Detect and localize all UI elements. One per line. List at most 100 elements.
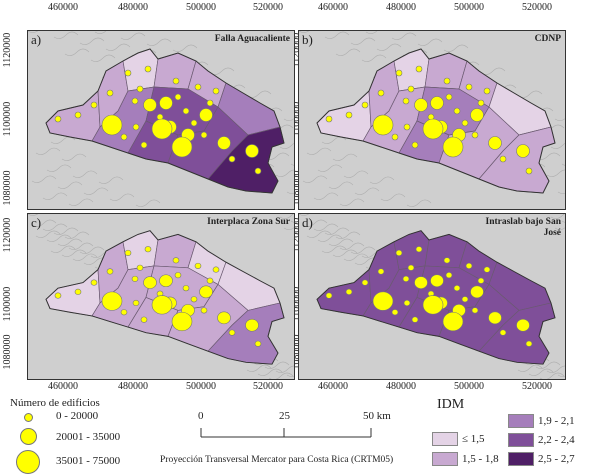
building-count-point xyxy=(106,89,114,97)
building-count-point xyxy=(411,141,419,149)
building-count-point xyxy=(159,274,173,288)
idm-swatch-5 xyxy=(508,452,534,466)
building-count-point xyxy=(159,96,173,110)
building-count-point xyxy=(172,77,180,85)
building-count-point xyxy=(372,114,394,136)
building-count-point xyxy=(254,167,262,175)
building-count-point xyxy=(465,83,473,91)
building-count-point xyxy=(488,136,502,150)
legend-buildings-item-3: 35001 - 75000 xyxy=(56,455,121,467)
building-count-point xyxy=(415,246,423,253)
legend-circle-large xyxy=(16,450,40,474)
building-count-point xyxy=(174,272,182,279)
building-count-point xyxy=(217,136,231,150)
building-count-point xyxy=(136,264,144,271)
x-tick-bottom-2: 480000 xyxy=(118,381,148,392)
x-tick-bottom-6: 480000 xyxy=(386,381,416,392)
building-count-point xyxy=(194,83,202,91)
building-count-point xyxy=(212,266,220,273)
building-count-point xyxy=(395,69,403,77)
building-count-point xyxy=(325,292,333,299)
building-count-point xyxy=(499,155,507,163)
building-count-point xyxy=(461,296,469,303)
building-count-point xyxy=(124,249,132,256)
panel-label-d: d) xyxy=(302,215,313,230)
x-tick-top-7: 500000 xyxy=(454,2,484,13)
building-count-point xyxy=(325,115,333,123)
panel-label-c: c) xyxy=(31,215,42,230)
building-count-point xyxy=(143,276,157,289)
building-count-point xyxy=(361,101,369,109)
building-count-point xyxy=(488,311,502,325)
building-count-point xyxy=(483,87,491,95)
building-count-point xyxy=(132,299,140,307)
map-panel-c: c) Interplaca Zona Sur xyxy=(27,213,295,380)
building-count-point xyxy=(453,285,461,292)
building-count-point xyxy=(144,65,152,73)
panel-title-b: CDNP xyxy=(534,34,561,44)
building-count-point xyxy=(194,262,202,269)
building-count-point xyxy=(101,114,123,136)
building-count-point xyxy=(136,85,144,93)
building-count-point xyxy=(442,311,464,332)
idm-swatch-3 xyxy=(508,414,534,428)
scalebar-label-50: 50 km xyxy=(363,410,391,422)
projection-note: Proyección Transversal Mercator para Cos… xyxy=(160,455,394,465)
building-count-point xyxy=(415,65,423,73)
building-count-point xyxy=(345,111,353,119)
map-panel-d-svg xyxy=(299,214,565,379)
x-tick-top-2: 480000 xyxy=(118,2,148,13)
building-count-point xyxy=(245,318,259,332)
building-count-point xyxy=(345,288,353,295)
study-area-outline xyxy=(316,48,556,194)
building-count-point xyxy=(477,277,485,284)
building-count-point xyxy=(120,133,128,141)
building-count-point xyxy=(414,276,428,289)
building-count-point xyxy=(411,316,419,323)
panel-label-a: a) xyxy=(31,32,42,47)
building-count-point xyxy=(171,136,193,158)
building-count-point xyxy=(525,340,533,347)
idm-label-5: 2,5 - 2,7 xyxy=(538,453,575,465)
building-count-point xyxy=(101,291,123,311)
study-area-outline xyxy=(45,230,285,365)
panel-title-a: Falla Aguacaliente xyxy=(214,34,290,44)
building-count-point xyxy=(151,118,173,140)
building-count-point xyxy=(422,118,444,140)
legend-circle-small xyxy=(24,413,33,422)
building-count-point xyxy=(174,93,182,101)
panel-title-d: Intraslab bajo San José xyxy=(485,217,562,238)
building-count-point xyxy=(443,257,451,264)
study-area-outline xyxy=(316,230,556,365)
building-count-point xyxy=(430,96,444,110)
idm-label-3: 1,9 - 2,1 xyxy=(538,415,575,427)
y-tick-top-2: 1100000 xyxy=(2,101,13,137)
building-count-point xyxy=(453,107,461,115)
building-count-point xyxy=(372,291,394,311)
map-panel-b: b) CDNP xyxy=(298,30,566,210)
building-count-point xyxy=(391,309,399,316)
building-count-point xyxy=(430,274,444,288)
building-count-point xyxy=(74,111,82,119)
x-tick-top-5: 460000 xyxy=(318,2,348,13)
building-count-point xyxy=(483,266,491,273)
building-count-point xyxy=(200,131,208,139)
building-count-point xyxy=(377,89,385,97)
building-count-point xyxy=(217,311,231,325)
building-count-point xyxy=(361,279,369,286)
building-count-point xyxy=(445,272,453,279)
building-count-point xyxy=(140,316,148,323)
idm-swatch-4 xyxy=(508,433,534,447)
x-tick-bottom-1: 460000 xyxy=(48,381,78,392)
map-panel-a: a) Falla Aguacaliente xyxy=(27,30,295,210)
building-count-point xyxy=(254,340,262,347)
building-count-point xyxy=(143,98,157,112)
building-count-point xyxy=(199,285,213,299)
building-count-point xyxy=(516,144,530,158)
legend-circle-medium xyxy=(20,428,37,445)
map-panel-b-svg xyxy=(299,31,565,209)
building-count-point xyxy=(402,275,410,282)
building-count-point xyxy=(499,329,507,336)
building-count-point xyxy=(391,133,399,141)
building-count-point xyxy=(171,311,193,332)
